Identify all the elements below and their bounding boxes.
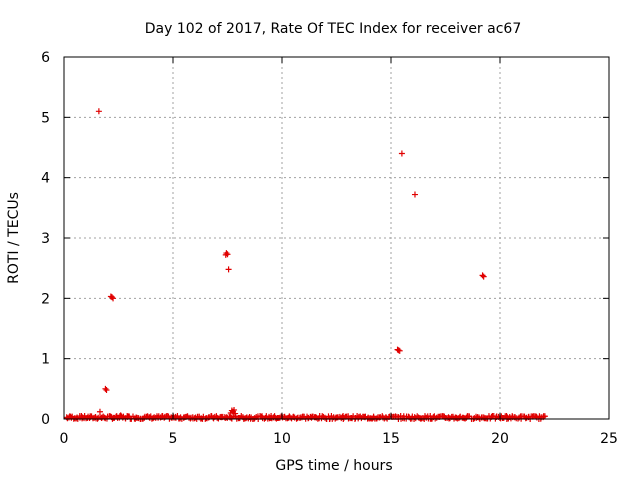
x-tick-label: 5 — [169, 431, 178, 447]
data-point — [102, 385, 109, 392]
data-point — [227, 409, 234, 416]
x-axis-label: GPS time / hours — [275, 458, 392, 474]
data-point — [541, 413, 548, 420]
y-tick-label: 0 — [41, 412, 50, 428]
y-axis-label: ROTI / TECUs — [6, 192, 22, 284]
data-point — [101, 414, 108, 421]
data-point — [411, 191, 418, 198]
grid-lines — [64, 57, 609, 419]
y-tick-labels: 0 1 2 3 4 5 6 — [41, 50, 50, 428]
y-tick-label: 2 — [41, 291, 50, 307]
data-point — [103, 387, 110, 394]
data-point — [232, 410, 239, 417]
x-tick-label: 10 — [273, 431, 291, 447]
x-tick-labels: 0 5 10 15 20 25 — [60, 431, 618, 447]
data-point — [340, 412, 347, 419]
x-tick-label: 15 — [382, 431, 400, 447]
y-tick-label: 5 — [41, 110, 50, 126]
data-point — [108, 294, 115, 301]
data-point — [480, 273, 487, 280]
y-tick-label: 1 — [41, 352, 50, 368]
data-point — [225, 266, 232, 273]
data-point — [427, 412, 434, 419]
data-point — [503, 412, 510, 419]
axis-ticks — [63, 56, 610, 420]
chart-title: Day 102 of 2017, Rate Of TEC Index for r… — [145, 21, 521, 37]
x-tick-label: 25 — [600, 431, 618, 447]
data-point — [479, 272, 486, 279]
y-tick-label: 3 — [41, 231, 50, 247]
y-tick-label: 4 — [41, 171, 50, 187]
x-tick-label: 20 — [491, 431, 509, 447]
data-point — [268, 412, 275, 419]
x-tick-label: 0 — [60, 431, 69, 447]
data-point — [396, 347, 403, 354]
data-point — [124, 412, 131, 419]
data-points — [63, 108, 548, 422]
data-point — [395, 347, 402, 354]
data-point — [110, 295, 117, 302]
data-point — [96, 408, 103, 415]
data-point — [222, 251, 229, 258]
data-point — [398, 150, 405, 157]
data-point — [95, 108, 102, 115]
data-point — [159, 412, 166, 419]
y-tick-label: 6 — [41, 50, 50, 66]
data-point — [117, 412, 124, 419]
data-point — [78, 412, 85, 419]
